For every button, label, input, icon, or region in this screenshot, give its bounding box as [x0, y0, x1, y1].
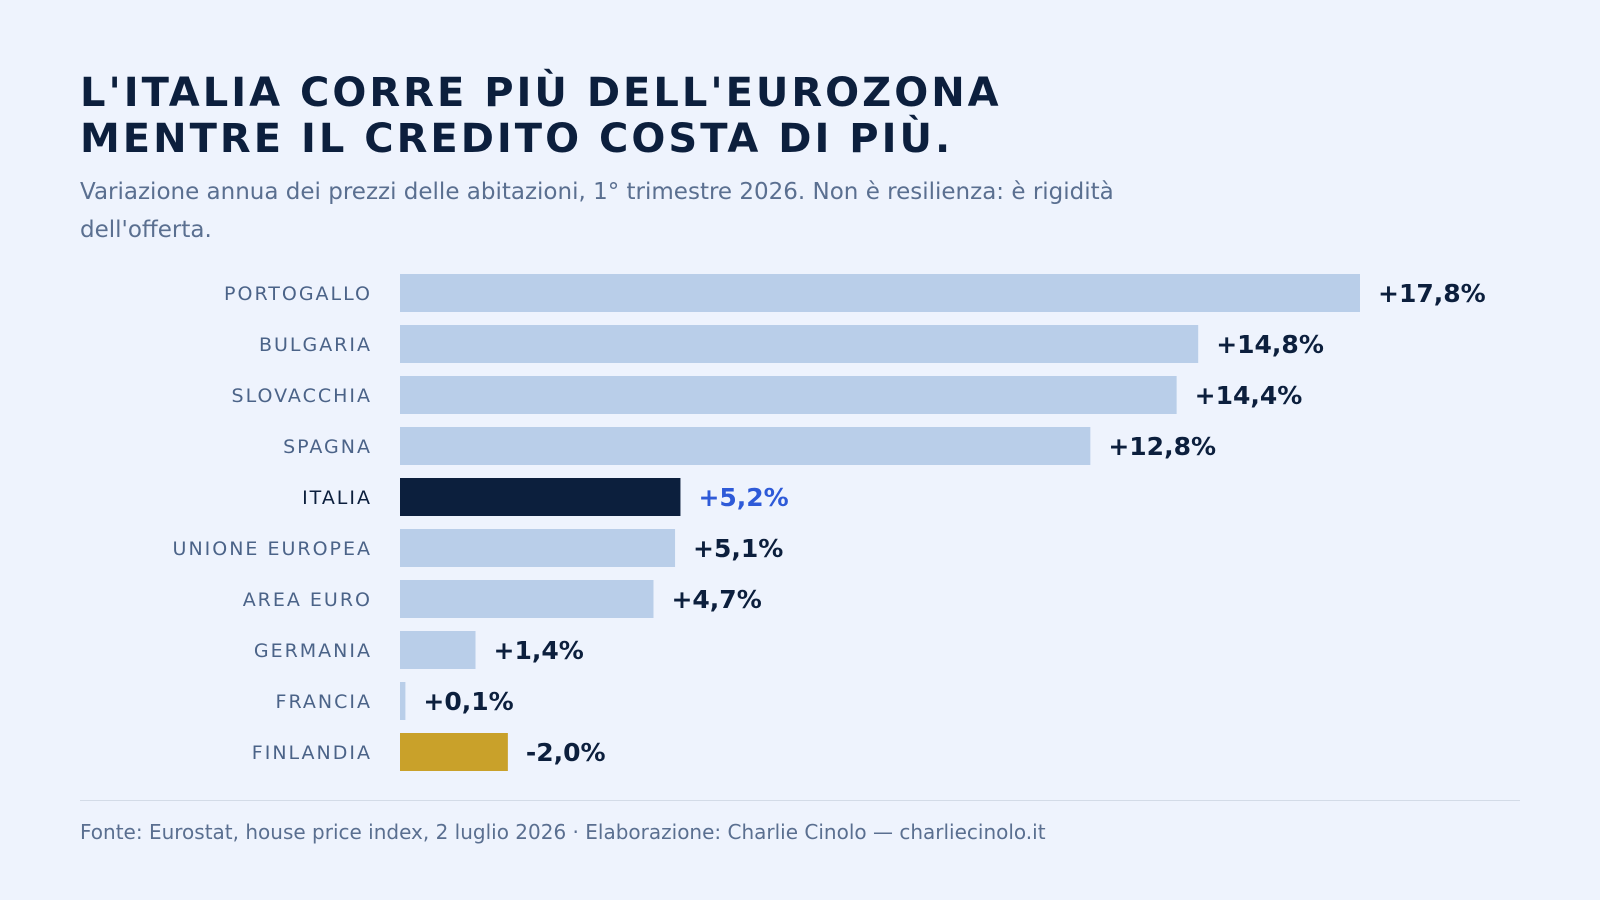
- category-label-francia: FRANCIA: [276, 691, 372, 713]
- bar-bulgaria: [400, 325, 1199, 363]
- source-footer: Fonte: Eurostat, house price index, 2 lu…: [80, 820, 1046, 844]
- bar-slovacchia: [400, 376, 1177, 414]
- bar-spagna: [400, 427, 1091, 465]
- value-label-unione-europea: +5,1%: [693, 534, 783, 563]
- bar-portogallo: [400, 274, 1360, 312]
- bar-italia: [400, 478, 681, 516]
- category-label-unione-europea: UNIONE EUROPEA: [173, 538, 372, 560]
- value-label-finlandia: -2,0%: [526, 738, 606, 767]
- chart-title: L'ITALIA CORRE PIÙ DELL'EUROZONA MENTRE …: [80, 70, 1520, 162]
- bar-finlandia: [400, 733, 508, 771]
- chart-title-line-1: L'ITALIA CORRE PIÙ DELL'EUROZONA: [80, 70, 1002, 116]
- footer-divider: [80, 800, 1520, 801]
- chart-title-line-2: MENTRE IL CREDITO COSTA DI PIÙ.: [80, 116, 954, 162]
- bar-area-euro: [400, 580, 654, 618]
- value-label-portogallo: +17,8%: [1378, 279, 1486, 308]
- category-label-bulgaria: BULGARIA: [259, 334, 372, 356]
- category-label-germania: GERMANIA: [254, 640, 372, 662]
- category-label-finlandia: FINLANDIA: [252, 742, 372, 764]
- chart-subtitle: Variazione annua dei prezzi delle abitaz…: [80, 179, 1114, 243]
- value-label-bulgaria: +14,8%: [1216, 330, 1324, 359]
- value-label-spagna: +12,8%: [1108, 432, 1216, 461]
- value-label-slovacchia: +14,4%: [1195, 381, 1303, 410]
- bar-germania: [400, 631, 476, 669]
- bar-francia: [400, 682, 406, 720]
- category-label-portogallo: PORTOGALLO: [224, 283, 372, 305]
- category-label-spagna: SPAGNA: [283, 436, 372, 458]
- value-label-italia: +5,2%: [698, 483, 788, 512]
- bar-chart: PORTOGALLO +17,8% BULGARIA +14,8% SLOVACCHIA…: [173, 274, 1486, 771]
- category-label-area-euro: AREA EURO: [243, 589, 372, 611]
- value-label-area-euro: +4,7%: [671, 585, 761, 614]
- category-label-italia: ITALIA: [302, 487, 372, 509]
- bar-unione-europea: [400, 529, 676, 567]
- value-label-francia: +0,1%: [423, 687, 513, 716]
- value-label-germania: +1,4%: [494, 636, 584, 665]
- category-label-slovacchia: SLOVACCHIA: [232, 385, 372, 407]
